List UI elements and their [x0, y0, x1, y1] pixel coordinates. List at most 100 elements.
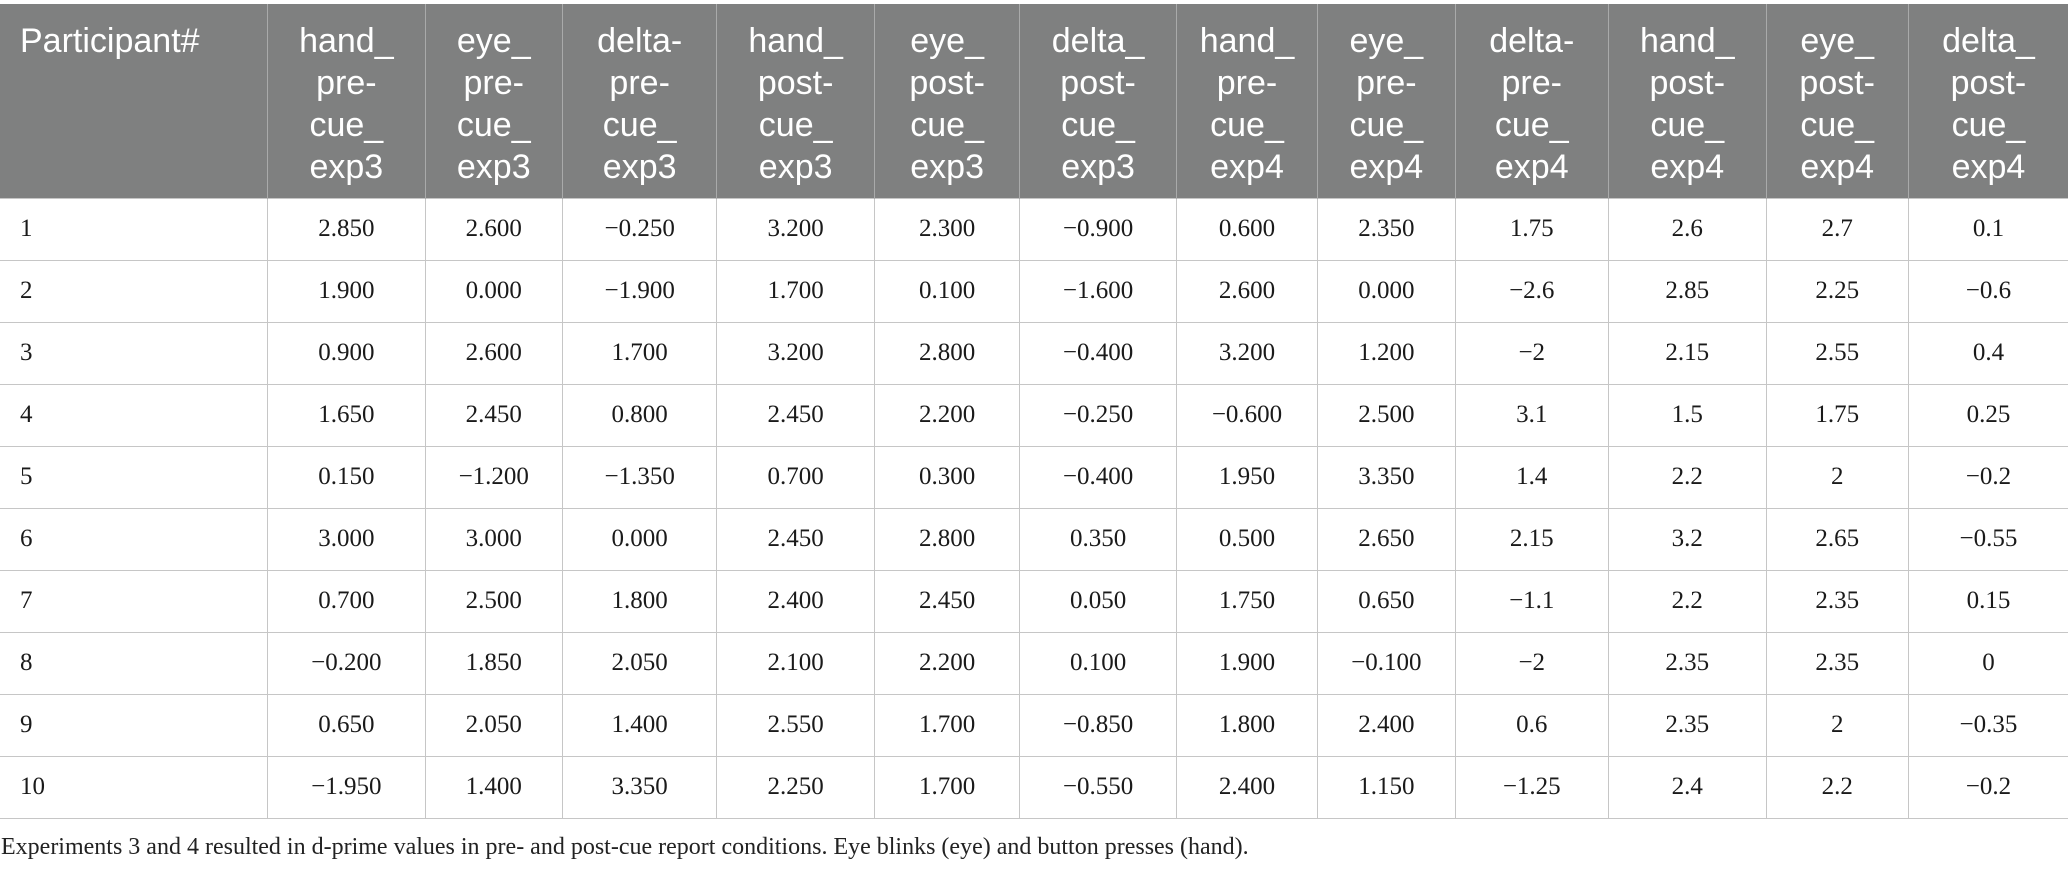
value-cell: 0.100	[1019, 631, 1177, 695]
column-header-line: exp3	[309, 148, 384, 186]
value-cell: 1.850	[424, 631, 563, 695]
value-cell: 0.000	[561, 507, 718, 571]
column-header-line: cue_	[309, 106, 384, 144]
value-cell: 2.85	[1608, 259, 1767, 323]
table-body: 1 2.850 2.600 −0.250 3.200 2.300 −0.900 0.600 2.…	[0, 197, 2068, 819]
value-cell: −0.100	[1317, 631, 1456, 695]
value-cell: 2.300	[873, 197, 1021, 261]
value-cell: 2.2	[1765, 755, 1909, 819]
value-cell: −1.350	[561, 445, 718, 509]
column-header-line: cue_	[602, 106, 677, 144]
table-row: 9 0.650 2.050 1.400 2.550 1.700 −0.850 1.800 2.4…	[0, 693, 2068, 757]
column-header-line: delta-	[1489, 22, 1575, 60]
value-cell: 1.700	[873, 693, 1021, 757]
value-cell: −0.6	[1907, 259, 2068, 323]
value-cell: −0.850	[1019, 693, 1177, 757]
value-cell: 2.600	[1175, 259, 1319, 323]
participant-cell: 10	[0, 755, 269, 819]
value-cell: 2	[1765, 445, 1909, 509]
column-header-line: exp3	[758, 148, 833, 186]
value-cell: 3.200	[716, 197, 875, 261]
column-header-line: hand_	[748, 22, 843, 60]
participant-cell: 5	[0, 445, 269, 509]
column-header-line: pre-	[609, 64, 670, 102]
value-cell: 3.1	[1454, 383, 1610, 447]
value-cell: 0.350	[1019, 507, 1177, 571]
value-cell: −0.250	[1019, 383, 1177, 447]
column-header: hand_ pre-cue_ exp4	[1175, 4, 1318, 198]
column-header-line: cue_	[910, 106, 984, 144]
column-header-line: cue_	[1349, 106, 1424, 144]
column-header-line: post-	[1799, 64, 1875, 102]
column-header-line: exp3	[456, 148, 531, 186]
value-cell: 1.75	[1765, 383, 1909, 447]
value-cell: 0.150	[267, 445, 426, 509]
column-header-line: pre-	[1216, 64, 1278, 102]
value-cell: 2.800	[873, 507, 1021, 571]
participant-cell: 4	[0, 383, 269, 447]
value-cell: 1.900	[1175, 631, 1319, 695]
value-cell: 3.200	[1175, 321, 1319, 385]
column-header-line: eye_	[1800, 22, 1875, 60]
value-cell: −1.200	[424, 445, 563, 509]
column-header-line: hand_	[1639, 22, 1735, 60]
value-cell: 0.650	[1317, 569, 1456, 633]
column-header-line: pre-	[1501, 64, 1562, 102]
value-cell: 0.800	[561, 383, 718, 447]
value-cell: 2.450	[873, 569, 1021, 633]
value-cell: 2.35	[1608, 693, 1767, 757]
column-header-line: delta_	[1942, 22, 2035, 60]
value-cell: 3.350	[1317, 445, 1456, 509]
value-cell: 2.600	[424, 321, 563, 385]
value-cell: 0.600	[1175, 197, 1319, 261]
table-row: 10 −1.950 1.400 3.350 2.250 1.700 −0.550 2.400 1…	[0, 755, 2068, 819]
value-cell: 2	[1765, 693, 1909, 757]
value-cell: 2.500	[1317, 383, 1456, 447]
table-caption: Experiments 3 and 4 resulted in d-prime …	[1, 834, 1249, 860]
column-header-line: post-	[1649, 64, 1726, 102]
value-cell: 0.6	[1454, 693, 1610, 757]
value-cell: 2.400	[1175, 755, 1319, 819]
value-cell: 0.500	[1175, 507, 1319, 571]
value-cell: 1.750	[1175, 569, 1319, 633]
value-cell: 1.150	[1317, 755, 1456, 819]
value-cell: −1.950	[267, 755, 426, 819]
column-header-line: cue_	[1061, 106, 1135, 144]
value-cell: 0.900	[267, 321, 426, 385]
value-cell: 1.950	[1175, 445, 1319, 509]
value-cell: 3.2	[1608, 507, 1767, 571]
participant-cell: 6	[0, 507, 269, 571]
value-cell: 2.100	[716, 631, 875, 695]
column-header-line: Participant#	[20, 22, 200, 60]
value-cell: 2.2	[1608, 445, 1767, 509]
column-header-line: hand_	[299, 22, 394, 60]
column-header-line: exp4	[1650, 148, 1725, 186]
column-header: eye_ post-cue_ exp3	[873, 4, 1020, 198]
value-cell: 2.400	[1317, 693, 1456, 757]
column-header: delta_ post-cue_ exp4	[1907, 4, 2068, 198]
value-cell: 2.800	[873, 321, 1021, 385]
column-header-line: pre-	[463, 64, 524, 102]
value-cell: 2.250	[716, 755, 875, 819]
value-cell: 0.000	[424, 259, 563, 323]
column-header: hand_ pre-cue_ exp3	[267, 4, 426, 198]
column-header-line: pre-	[316, 64, 377, 102]
value-cell: 2.450	[716, 383, 875, 447]
d-prime-table: Participant# hand_ pre-cue_ exp3 eye_ pre-cue…	[0, 4, 2068, 819]
value-cell: 0.650	[267, 693, 426, 757]
value-cell: 2.400	[716, 569, 875, 633]
participant-cell: 1	[0, 197, 269, 261]
value-cell: 2.200	[873, 631, 1021, 695]
value-cell: 0.25	[1907, 383, 2068, 447]
table-header: Participant# hand_ pre-cue_ exp3 eye_ pre-cue…	[0, 4, 2068, 198]
value-cell: 1.900	[267, 259, 426, 323]
column-header-line: cue_	[1800, 106, 1875, 144]
participant-cell: 3	[0, 321, 269, 385]
value-cell: −0.200	[267, 631, 426, 695]
value-cell: 0.000	[1317, 259, 1456, 323]
column-header: eye_ pre-cue_ exp4	[1317, 4, 1456, 198]
value-cell: 0.1	[1907, 197, 2068, 261]
value-cell: −0.55	[1907, 507, 2068, 571]
column-header: hand_ post-cue_ exp4	[1608, 4, 1767, 198]
value-cell: 0.300	[873, 445, 1021, 509]
